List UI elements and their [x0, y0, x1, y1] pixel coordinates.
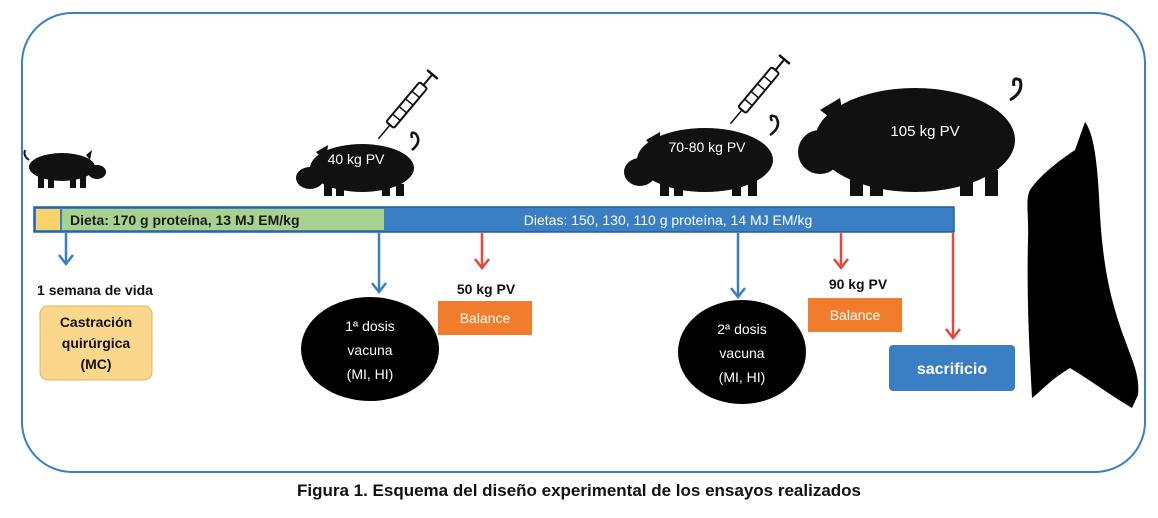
week-label: 1 semana de vida	[37, 282, 153, 298]
arrow-weight50	[474, 233, 490, 271]
pig-105kg-label: 105 kg PV	[890, 123, 959, 140]
dose1-line1: 1ª dosis	[345, 318, 395, 334]
castration-box: Castración quirúrgica (MC)	[39, 305, 153, 381]
arrow-slaughter	[945, 233, 961, 341]
arrow-week	[58, 233, 74, 267]
diet1-label: Dieta: 170 g proteína, 13 MJ EM/kg	[70, 212, 300, 228]
piglet-silhouette	[23, 149, 106, 188]
castration-line3: (MC)	[80, 356, 111, 372]
balance1-label: Balance	[460, 310, 511, 326]
dose1-line2: vacuna	[347, 342, 392, 358]
pig-70-80kg-silhouette: 70-80 kg PV	[624, 114, 780, 196]
dose1-ellipse: 1ª dosis vacuna (MI, HI)	[301, 297, 439, 401]
balance1-box: Balance	[438, 301, 532, 335]
dose2-line3: (MI, HI)	[719, 369, 766, 385]
arrow-dose2	[730, 233, 746, 300]
castration-line2: quirúrgica	[62, 335, 131, 351]
pig-40kg-silhouette: 40 kg PV	[296, 131, 420, 196]
syringe-icon	[729, 53, 791, 125]
timeline-bar: Dieta: 170 g proteína, 13 MJ EM/kg Dieta…	[33, 206, 955, 233]
balance2-label: Balance	[830, 307, 881, 323]
arrow-dose1	[371, 233, 387, 295]
start-week-segment	[36, 209, 60, 230]
weight90-label: 90 kg PV	[829, 276, 888, 292]
castration-line1: Castración	[60, 314, 132, 330]
dose1-line3: (MI, HI)	[347, 366, 394, 382]
carcass-silhouette	[1027, 122, 1139, 408]
dose2-ellipse: 2ª dosis vacuna (MI, HI)	[678, 300, 806, 404]
diet2-label: Dietas: 150, 130, 110 g proteína, 14 MJ …	[524, 212, 812, 228]
pig-40kg-label: 40 kg PV	[328, 151, 385, 167]
pig-105kg-silhouette: 105 kg PV	[798, 77, 1023, 196]
arrow-weight90	[833, 233, 849, 271]
diagram-frame	[21, 12, 1146, 473]
slaughter-box: sacrificio	[889, 345, 1015, 391]
weight50-label: 50 kg PV	[457, 281, 516, 297]
diet1-segment	[62, 209, 384, 230]
pig-70-80kg-label: 70-80 kg PV	[668, 139, 746, 155]
dose2-line2: vacuna	[719, 345, 764, 361]
figure-caption: Figura 1. Esquema del diseño experimenta…	[296, 481, 862, 500]
dose2-line1: 2ª dosis	[717, 321, 767, 337]
slaughter-label: sacrificio	[917, 361, 987, 378]
syringe-icon	[377, 68, 439, 140]
balance2-box: Balance	[808, 298, 902, 332]
